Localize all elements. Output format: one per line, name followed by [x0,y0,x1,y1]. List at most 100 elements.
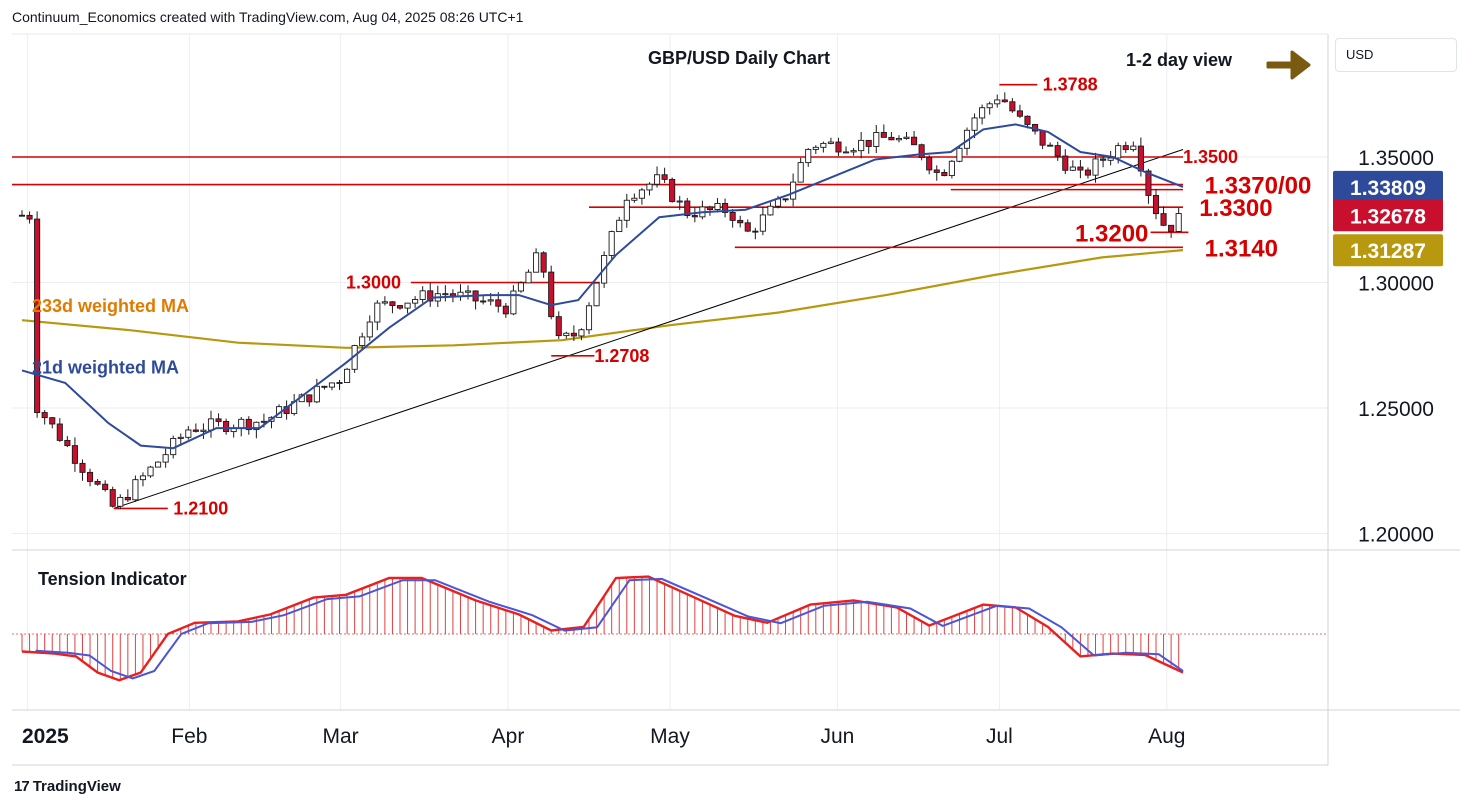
level-label: 1.3788 [1043,75,1098,95]
levels-layer [12,83,1189,510]
currency-button[interactable]: USD [1335,38,1457,72]
candle-up [994,99,1001,105]
candle-down [389,301,396,306]
level-label: 1.2100 [173,498,228,518]
candle-up [200,429,207,432]
price-tags-layer: 1.33809 1.32678 1.31287 [1333,170,1443,267]
candle-up [790,181,797,200]
candle-up [714,202,721,211]
candle-up [525,271,532,284]
tension-title: Tension Indicator [38,569,187,589]
x-tick-label: Aug [1148,725,1185,748]
candle-up [533,252,540,273]
candle-up [1107,157,1114,161]
candle-down [41,412,48,419]
axes: 1.35000 1.30000 1.25000 1.20000 2025 Feb Mar Ap… [12,33,1460,766]
tension-fast-line [21,575,1184,682]
chart-title: GBP/USD Daily Chart [648,48,830,68]
candle-up [117,496,124,507]
price-tag [1333,199,1443,232]
candle-up [653,174,661,185]
tradingview-brand[interactable]: 17 TradingView [14,778,121,795]
candle-up [842,151,850,154]
candle-down [102,483,109,491]
candle-up [858,139,865,152]
candle-down [245,418,252,431]
candle-down [1062,155,1069,171]
candle-up [487,299,494,302]
candle-down [661,174,668,180]
candle-down [752,230,759,233]
x-tick-label: 2025 [22,725,69,748]
candle-down [94,480,101,485]
candle-down [1077,166,1084,171]
candle-down [880,132,887,138]
candle-up [404,302,411,309]
candle-down [737,219,744,224]
x-tick-label: May [650,725,690,748]
candle-up [1115,145,1122,159]
y-tick-label: 1.35000 [1358,147,1434,170]
ma21-line [21,123,1184,450]
candle-up [336,382,343,385]
level-label: 1.3200 [1075,220,1148,247]
level-label: 1.3500 [1183,147,1238,167]
candle-up [623,199,630,221]
candle-down [480,300,487,303]
candle-down [223,420,230,433]
candle-down [540,252,547,273]
candle-down [570,332,577,337]
candle-up [139,475,147,481]
candle-down [192,429,199,432]
candle-up [812,146,819,150]
level-label: 1.3140 [1205,235,1278,262]
candle-down [926,156,933,171]
candle-down [1084,169,1092,176]
candle-down [888,136,895,141]
candle-up [767,205,774,216]
candle-up [956,147,963,162]
candle-down [835,141,842,153]
candle-down [49,417,56,425]
labels-layer: 1.3788 1.3500 1.3370/001.3300 1.3200 1.3140 1… [32,48,1311,518]
candle-up [185,429,192,438]
candle-down [691,215,698,218]
level-label: 1.3000 [346,273,401,293]
candle-up [366,321,373,338]
candle-down [109,489,116,507]
price-tag-label: 1.33809 [1350,177,1426,200]
price-tag-label: 1.32678 [1350,205,1426,228]
candle-up [442,293,449,296]
candle-up [147,466,154,477]
candle-down [1001,99,1008,103]
candle-up [381,301,388,304]
ma21-layer [21,123,1184,450]
candle-down [495,299,502,307]
candle-down [1009,101,1016,112]
grid [12,34,1328,710]
price-tag [1333,170,1443,203]
candle-down [502,305,509,315]
candle-up [903,136,910,139]
candle-down [941,171,948,177]
candle-down [1145,170,1152,196]
candle-up [1130,145,1137,151]
candle-up [585,305,593,331]
candle-down [1100,158,1107,161]
candle-up [646,183,653,191]
candle-down [918,144,925,158]
candle-up [238,418,245,429]
candle-down [1137,145,1144,172]
candle-up [971,117,978,131]
view-label: 1-2 day view [1126,50,1233,70]
candle-up [578,329,585,337]
candle-down [782,198,789,201]
candle-down [729,211,736,221]
candle-down [26,214,33,220]
candle-up [132,479,139,501]
candle-up [850,150,857,153]
y-tick-label: 1.30000 [1358,273,1434,296]
candle-up [344,368,351,384]
candle-up [638,189,645,199]
